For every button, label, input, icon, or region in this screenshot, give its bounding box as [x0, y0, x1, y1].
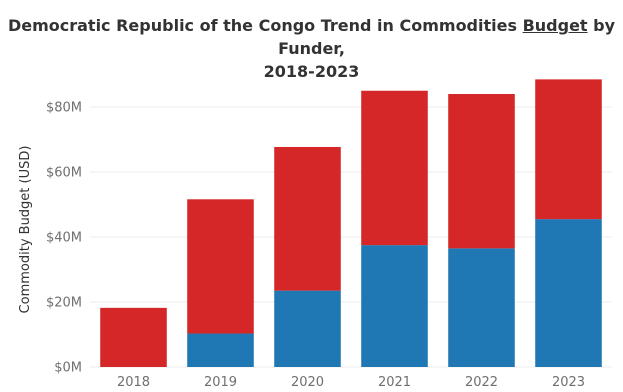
x-tick-label: 2019 — [204, 375, 237, 390]
bar-segment-2019-s1[interactable] — [187, 199, 254, 334]
y-tick-label: $0M — [54, 361, 82, 376]
bar-segment-2019-s0[interactable] — [187, 333, 254, 367]
bar-segment-2021-s0[interactable] — [361, 245, 428, 367]
y-axis-title: Commodity Budget (USD) — [18, 146, 33, 314]
bar-segment-2018-s1[interactable] — [100, 307, 167, 367]
y-tick-label: $40M — [46, 231, 82, 246]
bars — [100, 79, 602, 367]
chart-title: Democratic Republic of the Congo Trend i… — [0, 14, 623, 83]
bar-segment-2020-s0[interactable] — [274, 290, 341, 367]
bar-segment-2021-s1[interactable] — [361, 90, 428, 246]
x-tick-label: 2018 — [117, 375, 150, 390]
bar-segment-2020-s1[interactable] — [274, 146, 341, 291]
chart-title-line2: 2018-2023 — [263, 62, 360, 81]
chart-title-part: Democratic Republic of the Congo Trend i… — [7, 16, 523, 35]
x-tick-label: 2021 — [378, 375, 411, 390]
x-axis-ticks: 2018 2019 2020 2021 2022 2023 — [117, 375, 585, 390]
y-tick-label: $60M — [46, 166, 82, 181]
bar-segment-2022-s1[interactable] — [448, 94, 515, 249]
bar-segment-2023-s0[interactable] — [535, 219, 602, 367]
chart-title-part: by Funder, — [278, 16, 616, 58]
chart-title-emphasis: Budget — [522, 16, 588, 35]
gridlines — [90, 106, 612, 368]
y-tick-label: $20M — [46, 296, 82, 311]
y-tick-label: $80M — [46, 101, 82, 116]
x-tick-label: 2023 — [552, 375, 585, 390]
bar-segment-2022-s0[interactable] — [448, 248, 515, 367]
x-tick-label: 2020 — [291, 375, 324, 390]
bar-segment-2023-s1[interactable] — [535, 79, 602, 220]
y-axis-ticks: $0M $20M $40M $60M $80M — [46, 101, 82, 376]
x-tick-label: 2022 — [465, 375, 498, 390]
